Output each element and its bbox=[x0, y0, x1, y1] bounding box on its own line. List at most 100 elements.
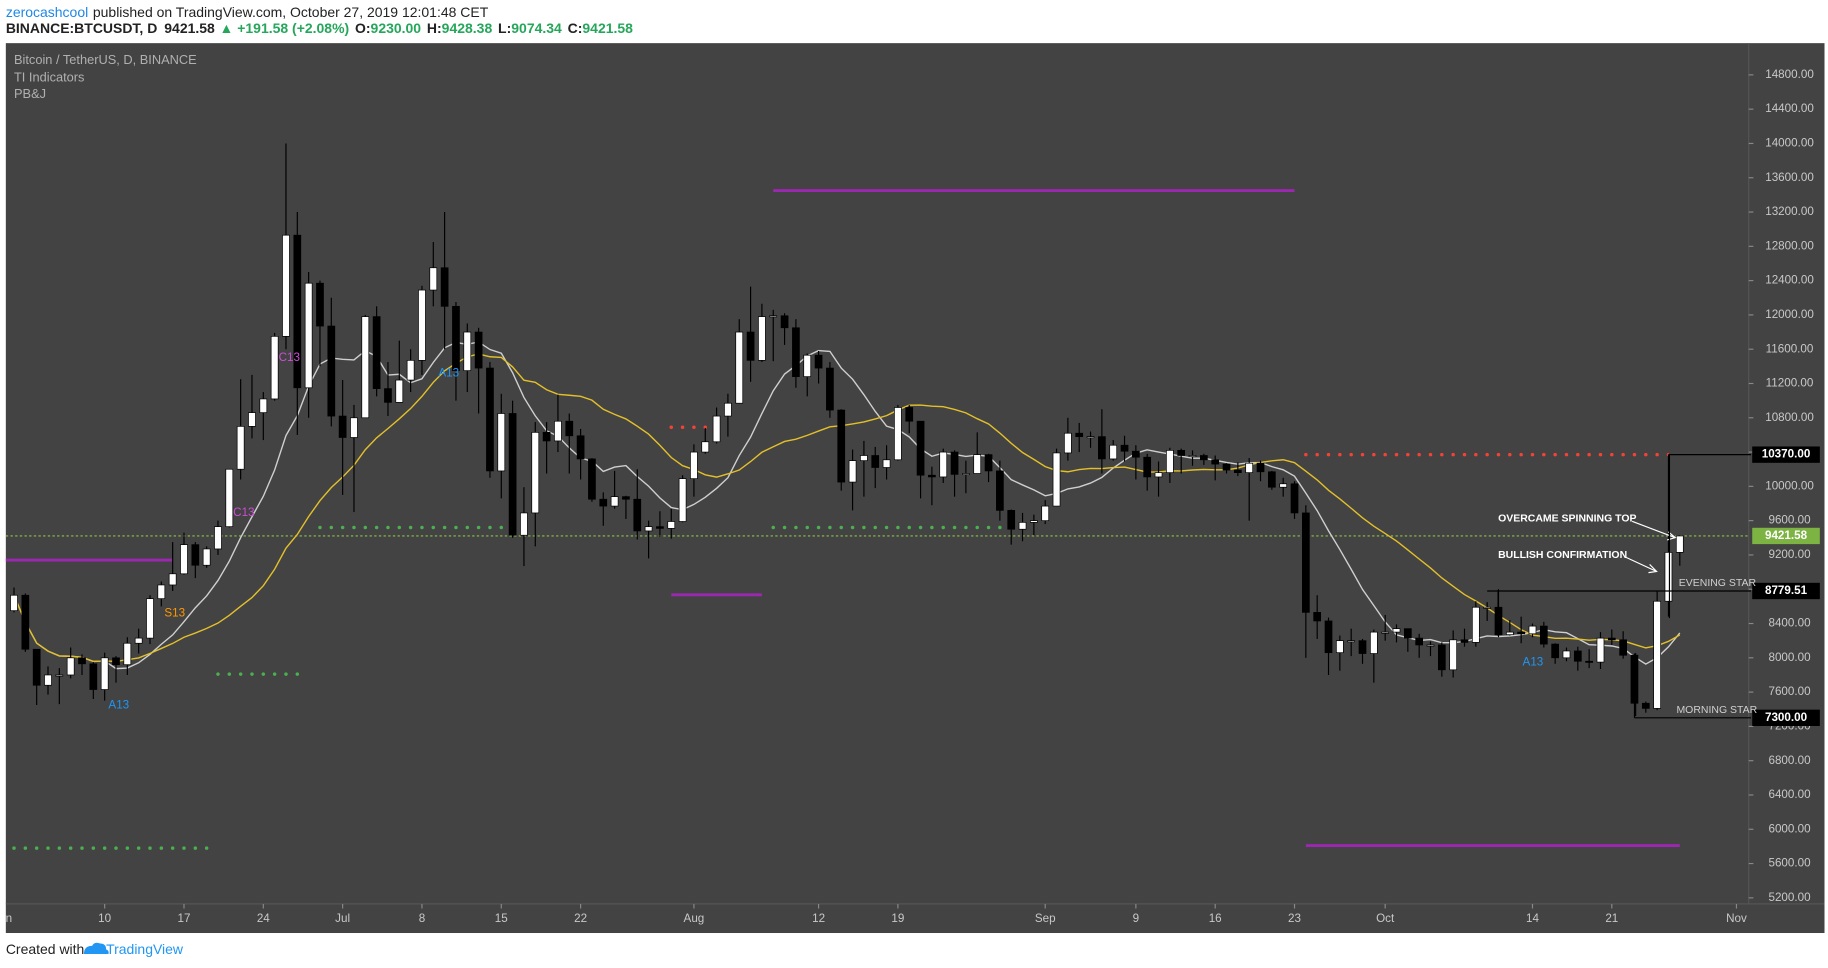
candle-body bbox=[168, 573, 177, 586]
y-tick-label: 14400.00 bbox=[1765, 102, 1814, 115]
annotation: MORNING STAR bbox=[1676, 705, 1757, 716]
x-tick-label: 14 bbox=[1526, 912, 1539, 925]
symbol: BINANCE:BTCUSDT, D bbox=[6, 20, 157, 36]
publish-line: zerocashcool published on TradingView.com… bbox=[6, 4, 489, 20]
candle-body bbox=[1222, 463, 1231, 471]
candle-body bbox=[1551, 643, 1559, 659]
candle-body bbox=[1653, 600, 1661, 709]
candle-body bbox=[1347, 640, 1356, 643]
y-tick-label: 14000.00 bbox=[1765, 137, 1814, 150]
candle-body bbox=[1030, 520, 1038, 523]
candle-body bbox=[984, 454, 993, 472]
candle-body bbox=[429, 267, 438, 291]
author[interactable]: zerocashcool bbox=[6, 4, 88, 20]
candle-body bbox=[690, 451, 698, 479]
candle-body bbox=[1324, 620, 1333, 654]
candle-body bbox=[112, 657, 120, 666]
candle-body bbox=[191, 544, 200, 566]
candle-body bbox=[792, 327, 800, 377]
ohlc-value: 9421.58 bbox=[582, 20, 633, 36]
candle-body bbox=[361, 316, 370, 419]
candle-body bbox=[848, 460, 857, 483]
y-tick-label: 5200.00 bbox=[1768, 891, 1811, 904]
x-tick-label: 15 bbox=[495, 912, 508, 925]
candle-body bbox=[1098, 436, 1106, 460]
y-tick-label: 9600.00 bbox=[1768, 514, 1811, 527]
candle-body bbox=[406, 359, 415, 381]
candle-body bbox=[214, 526, 222, 550]
candle-body bbox=[1211, 459, 1220, 465]
candle-body bbox=[837, 409, 846, 483]
x-tick-label: 22 bbox=[574, 912, 587, 925]
candle-body bbox=[1075, 432, 1084, 437]
annotation: OVERCAME SPINNING TOP bbox=[1498, 514, 1636, 525]
candle-body bbox=[1177, 450, 1186, 456]
candle-body bbox=[350, 417, 358, 438]
candle-body bbox=[338, 415, 347, 438]
y-tick-label: 9200.00 bbox=[1768, 548, 1811, 561]
candle-body bbox=[678, 478, 687, 522]
candle-body bbox=[554, 420, 562, 442]
candle-body bbox=[1381, 631, 1390, 634]
candle-body bbox=[905, 407, 914, 422]
candle-body bbox=[962, 473, 970, 476]
candle-body bbox=[622, 496, 630, 500]
candle-body bbox=[55, 674, 64, 677]
chart-bg bbox=[5, 43, 1825, 934]
candle-body bbox=[1517, 631, 1526, 635]
y-tick-label: 11200.00 bbox=[1766, 377, 1814, 390]
annotation: EVENING STAR bbox=[1679, 578, 1757, 589]
candle-body bbox=[769, 315, 778, 318]
footer-brand[interactable]: TradingView bbox=[106, 941, 184, 957]
annotation: BULLISH CONFIRMATION bbox=[1498, 550, 1627, 561]
candle-body bbox=[1460, 639, 1469, 643]
candle-body bbox=[1562, 650, 1571, 659]
annotation: A13 bbox=[1523, 656, 1544, 669]
x-tick-label: 19 bbox=[891, 912, 904, 925]
candle-body bbox=[259, 398, 268, 413]
candle-body bbox=[304, 282, 313, 389]
candle-body bbox=[520, 512, 528, 536]
candle-body bbox=[1268, 471, 1276, 488]
candle-body bbox=[1369, 631, 1378, 654]
candle-body bbox=[1596, 637, 1605, 663]
candle-body bbox=[21, 594, 30, 650]
candle-body bbox=[1256, 462, 1265, 473]
y-tick-label: 12000.00 bbox=[1765, 308, 1814, 321]
candle-body bbox=[1290, 483, 1299, 514]
indicator-name: TI Indicators bbox=[14, 70, 84, 85]
candle-body bbox=[1200, 455, 1208, 461]
y-tick-label: 6800.00 bbox=[1768, 754, 1811, 767]
candle-body bbox=[66, 657, 75, 676]
y-tick-label: 8000.00 bbox=[1768, 651, 1811, 664]
x-tick-label: 16 bbox=[1209, 912, 1222, 925]
candle-body bbox=[1007, 510, 1016, 530]
candle-body bbox=[588, 458, 596, 500]
x-tick-label: 12 bbox=[812, 912, 825, 925]
candle-body bbox=[1313, 612, 1322, 622]
price-label-bg bbox=[1752, 709, 1820, 726]
x-tick-label: Jul bbox=[335, 912, 350, 925]
candle-body bbox=[1302, 512, 1310, 613]
candle-body bbox=[89, 663, 98, 690]
y-tick-label: 12800.00 bbox=[1765, 239, 1814, 252]
candle-body bbox=[1573, 650, 1582, 662]
annotation: A13 bbox=[108, 699, 129, 712]
candle-body bbox=[180, 544, 188, 575]
candle-body bbox=[531, 432, 540, 514]
y-tick-label: 13600.00 bbox=[1765, 171, 1814, 184]
candle-body bbox=[656, 526, 664, 529]
moving-average bbox=[13, 353, 1681, 663]
candle-body bbox=[157, 584, 166, 600]
candle-body bbox=[803, 354, 812, 377]
x-tick-label: 17 bbox=[178, 912, 191, 925]
ohlc-value: 9428.38 bbox=[442, 20, 493, 36]
price-label: 7300.00 bbox=[1765, 711, 1807, 724]
candle-body bbox=[1166, 450, 1174, 473]
candle-body bbox=[508, 413, 517, 536]
candle-body bbox=[1471, 606, 1480, 643]
annotation-arrows bbox=[1497, 453, 1677, 717]
axes: 5200.005600.006000.006400.006800.007200.… bbox=[6, 68, 1820, 925]
plot bbox=[5, 143, 1749, 850]
